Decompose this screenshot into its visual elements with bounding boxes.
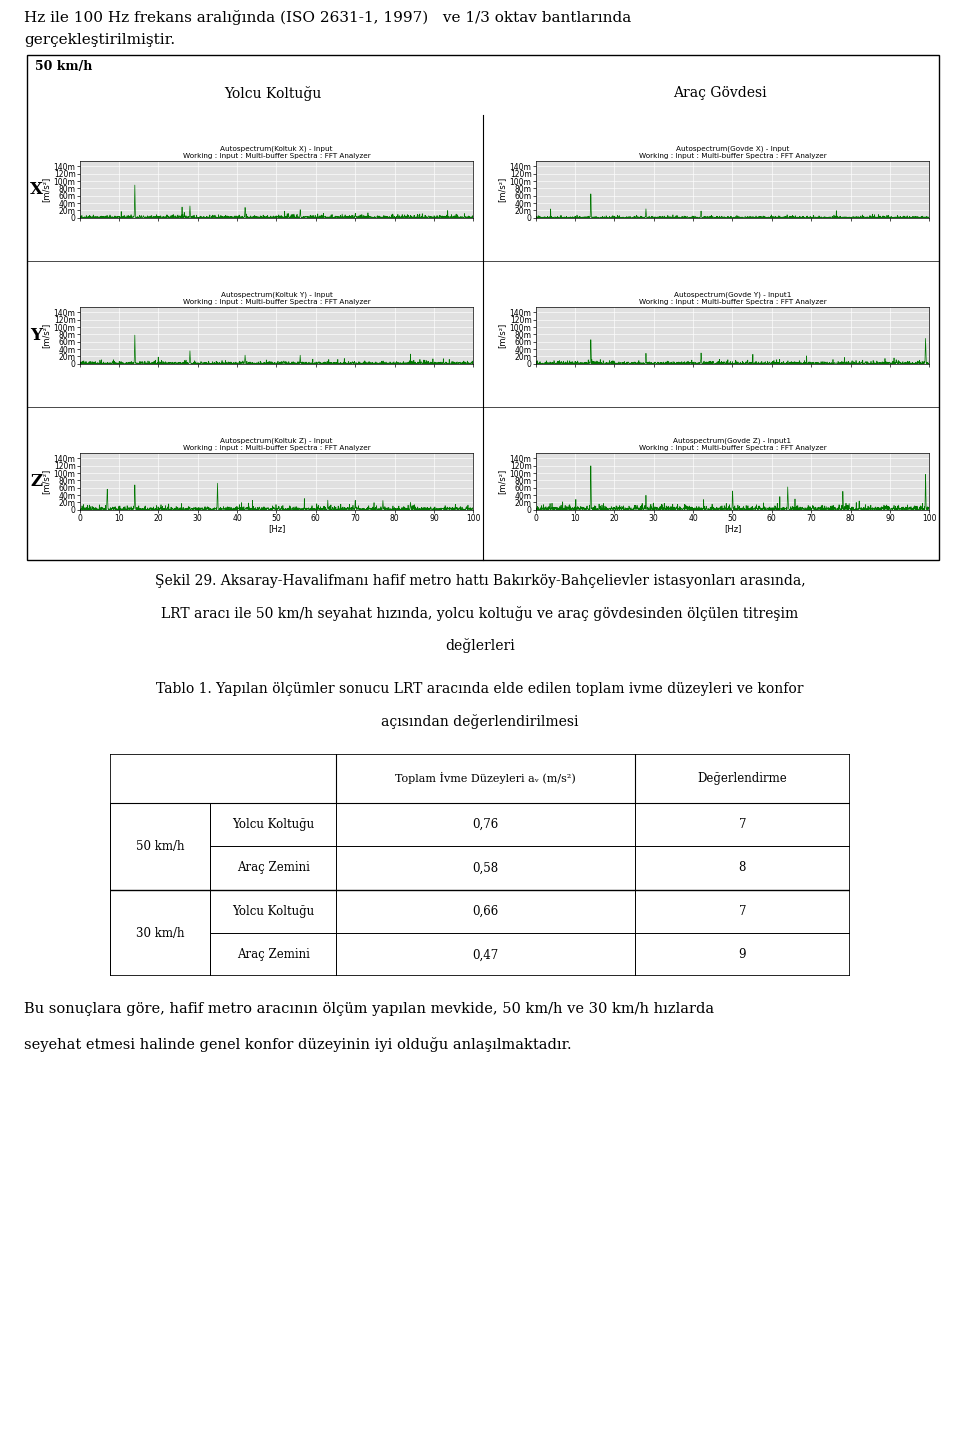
Y-axis label: [m/s²]: [m/s²]	[498, 323, 507, 348]
Text: Yolcu Koltuğu: Yolcu Koltuğu	[225, 86, 322, 101]
Text: 8: 8	[739, 862, 746, 875]
Text: 0,47: 0,47	[472, 948, 498, 961]
Text: açısından değerlendirilmesi: açısından değerlendirilmesi	[381, 714, 579, 728]
Text: 9: 9	[738, 948, 746, 961]
X-axis label: [Hz]: [Hz]	[268, 524, 285, 533]
Text: 7: 7	[738, 905, 746, 918]
Bar	[110, 803, 210, 890]
Text: değlerleri: değlerleri	[445, 638, 515, 652]
Y-axis label: [m/s²]: [m/s²]	[498, 468, 507, 494]
X-axis label: [Hz]: [Hz]	[724, 524, 741, 533]
Text: 7: 7	[738, 819, 746, 831]
Text: LRT aracı ile 50 km/h seyahat hızında, yolcu koltuğu ve araç gövdesinden ölçülen: LRT aracı ile 50 km/h seyahat hızında, y…	[161, 606, 799, 620]
Y-axis label: [m/s²]: [m/s²]	[42, 323, 51, 348]
Text: Yolcu Koltuğu: Yolcu Koltuğu	[232, 905, 314, 918]
Text: 0,66: 0,66	[472, 905, 498, 918]
Title: Autospectrum(Koltuk X) - Input
Working : Input : Multi-buffer Spectra : FFT Anal: Autospectrum(Koltuk X) - Input Working :…	[182, 145, 371, 159]
Title: Autospectrum(Govde Y) - Input1
Working : Input : Multi-buffer Spectra : FFT Anal: Autospectrum(Govde Y) - Input1 Working :…	[638, 292, 827, 304]
Y-axis label: [m/s²]: [m/s²]	[42, 177, 51, 202]
Y-axis label: [m/s²]: [m/s²]	[42, 468, 51, 494]
Text: Değerlendirme: Değerlendirme	[698, 773, 787, 785]
Text: 0,58: 0,58	[472, 862, 498, 875]
Title: Autospectrum(Koltuk Z) - Input
Working : Input : Multi-buffer Spectra : FFT Anal: Autospectrum(Koltuk Z) - Input Working :…	[182, 438, 371, 451]
Text: seyehat etmesi halinde genel konfor düzeyinin iyi olduğu anlaşılmaktadır.: seyehat etmesi halinde genel konfor düze…	[24, 1037, 571, 1051]
Text: Toplam İvme Düzeyleri aᵥ (m/s²): Toplam İvme Düzeyleri aᵥ (m/s²)	[396, 773, 576, 784]
Text: Tablo 1. Yapılan ölçümler sonucu LRT aracında elde edilen toplam ivme düzeyleri : Tablo 1. Yapılan ölçümler sonucu LRT ara…	[156, 682, 804, 696]
Text: 30 km/h: 30 km/h	[136, 926, 184, 939]
Text: Hz ile 100 Hz frekans aralığında (ISO 2631-1, 1997)   ve 1/3 oktav bantlarında: Hz ile 100 Hz frekans aralığında (ISO 26…	[24, 10, 632, 24]
Title: Autospectrum(Govde Z) - Input1
Working : Input : Multi-buffer Spectra : FFT Anal: Autospectrum(Govde Z) - Input1 Working :…	[638, 438, 827, 451]
Bar	[110, 890, 210, 976]
Text: X: X	[30, 181, 43, 198]
Text: Yolcu Koltuğu: Yolcu Koltuğu	[232, 819, 314, 831]
Text: 50 km/h: 50 km/h	[136, 840, 184, 853]
Text: Araç Gövdesi: Araç Gövdesi	[673, 86, 767, 101]
Y-axis label: [m/s²]: [m/s²]	[498, 177, 507, 202]
Text: Araç Zemini: Araç Zemini	[236, 862, 309, 875]
Text: Şekil 29. Aksaray-Havalifmanı hafif metro hattı Bakırköy-Bahçelievler istasyonla: Şekil 29. Aksaray-Havalifmanı hafif metr…	[155, 574, 805, 589]
Text: Araç Zemini: Araç Zemini	[236, 948, 309, 961]
Text: 0,76: 0,76	[472, 819, 498, 831]
Title: Autospectrum(Koltuk Y) - Input
Working : Input : Multi-buffer Spectra : FFT Anal: Autospectrum(Koltuk Y) - Input Working :…	[182, 292, 371, 304]
Text: 50 km/h: 50 km/h	[35, 60, 92, 73]
Text: Bu sonuçlara göre, hafif metro aracının ölçüm yapılan mevkide, 50 km/h ve 30 km/: Bu sonuçlara göre, hafif metro aracının …	[24, 1002, 714, 1017]
Title: Autospectrum(Govde X) - Input
Working : Input : Multi-buffer Spectra : FFT Analy: Autospectrum(Govde X) - Input Working : …	[638, 145, 827, 159]
Text: Y: Y	[31, 327, 42, 343]
Text: Z: Z	[31, 472, 42, 490]
Text: gerçekleştirilmiştir.: gerçekleştirilmiştir.	[24, 33, 175, 47]
